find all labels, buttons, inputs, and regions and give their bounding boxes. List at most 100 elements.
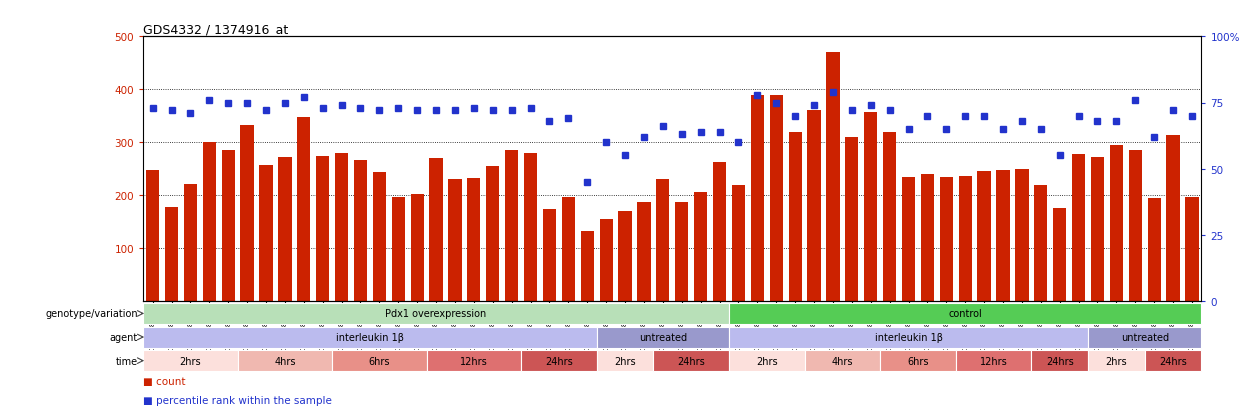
Bar <box>1148 198 1160 301</box>
Bar <box>1088 327 1201 348</box>
Bar <box>1144 350 1201 371</box>
Bar <box>1109 146 1123 301</box>
Text: 12hrs: 12hrs <box>980 356 1007 366</box>
Bar <box>693 192 707 301</box>
Bar <box>524 154 537 301</box>
Bar <box>543 209 557 301</box>
Bar <box>880 350 956 371</box>
Text: untreated: untreated <box>639 332 687 342</box>
Bar <box>372 173 386 301</box>
Text: 24hrs: 24hrs <box>545 356 573 366</box>
Bar <box>1031 350 1088 371</box>
Text: ■ count: ■ count <box>143 376 186 386</box>
Bar <box>448 179 462 301</box>
Bar <box>1088 350 1144 371</box>
Text: 2hrs: 2hrs <box>614 356 636 366</box>
Bar <box>335 154 349 301</box>
Text: 2hrs: 2hrs <box>179 356 202 366</box>
Bar <box>921 175 934 301</box>
Bar <box>845 138 859 301</box>
Text: 12hrs: 12hrs <box>459 356 488 366</box>
Bar <box>1015 169 1028 301</box>
Bar <box>1072 154 1086 301</box>
Bar <box>996 171 1010 301</box>
Bar <box>240 126 254 301</box>
Text: 4hrs: 4hrs <box>832 356 853 366</box>
Bar <box>730 303 1201 324</box>
Bar <box>864 112 878 301</box>
Bar <box>827 53 839 301</box>
Bar <box>656 180 670 301</box>
Bar <box>1129 151 1142 301</box>
Bar <box>901 177 915 301</box>
Text: interleukin 1β: interleukin 1β <box>336 332 403 342</box>
Bar <box>143 327 596 348</box>
Bar <box>259 165 273 301</box>
Bar <box>1053 209 1066 301</box>
Bar <box>486 167 499 301</box>
Bar <box>467 178 481 301</box>
Text: 24hrs: 24hrs <box>1159 356 1186 366</box>
Bar <box>619 211 631 301</box>
Text: 2hrs: 2hrs <box>1106 356 1127 366</box>
Bar <box>1167 136 1180 301</box>
Text: genotype/variation: genotype/variation <box>45 309 138 319</box>
Text: GDS4332 / 1374916_at: GDS4332 / 1374916_at <box>143 23 289 36</box>
Bar <box>505 151 518 301</box>
Text: 2hrs: 2hrs <box>756 356 778 366</box>
Bar <box>654 350 730 371</box>
Bar <box>675 202 688 301</box>
Bar <box>332 350 427 371</box>
Text: 6hrs: 6hrs <box>908 356 929 366</box>
Bar <box>600 220 613 301</box>
Bar <box>751 95 764 301</box>
Bar <box>788 132 802 301</box>
Text: agent: agent <box>110 332 138 342</box>
Bar <box>392 197 405 301</box>
Bar <box>730 327 1088 348</box>
Bar <box>730 350 804 371</box>
Text: 4hrs: 4hrs <box>274 356 295 366</box>
Bar <box>596 350 654 371</box>
Bar <box>977 172 991 301</box>
Bar <box>959 176 972 301</box>
Bar <box>637 203 651 301</box>
Bar <box>354 160 367 301</box>
Bar <box>427 350 522 371</box>
Text: control: control <box>949 309 982 319</box>
Bar <box>522 350 596 371</box>
Text: 24hrs: 24hrs <box>677 356 705 366</box>
Bar <box>1091 157 1104 301</box>
Bar <box>298 118 310 301</box>
Bar <box>580 231 594 301</box>
Bar <box>1035 185 1047 301</box>
Bar <box>146 171 159 301</box>
Bar <box>143 303 730 324</box>
Bar <box>184 184 197 301</box>
Text: Pdx1 overexpression: Pdx1 overexpression <box>386 309 487 319</box>
Bar <box>808 111 820 301</box>
Text: 24hrs: 24hrs <box>1046 356 1073 366</box>
Bar <box>411 194 423 301</box>
Text: time: time <box>116 356 138 366</box>
Bar <box>143 350 238 371</box>
Bar <box>164 208 178 301</box>
Bar <box>279 158 291 301</box>
Bar <box>956 350 1031 371</box>
Bar <box>561 197 575 301</box>
Bar <box>596 327 730 348</box>
Text: 6hrs: 6hrs <box>369 356 390 366</box>
Bar <box>940 177 952 301</box>
Bar <box>1185 197 1199 301</box>
Bar <box>222 150 235 301</box>
Bar <box>430 159 443 301</box>
Bar <box>238 350 332 371</box>
Bar <box>804 350 880 371</box>
Text: untreated: untreated <box>1120 332 1169 342</box>
Text: interleukin 1β: interleukin 1β <box>874 332 942 342</box>
Bar <box>203 143 215 301</box>
Bar <box>316 157 330 301</box>
Bar <box>769 95 783 301</box>
Bar <box>713 162 726 301</box>
Bar <box>883 132 896 301</box>
